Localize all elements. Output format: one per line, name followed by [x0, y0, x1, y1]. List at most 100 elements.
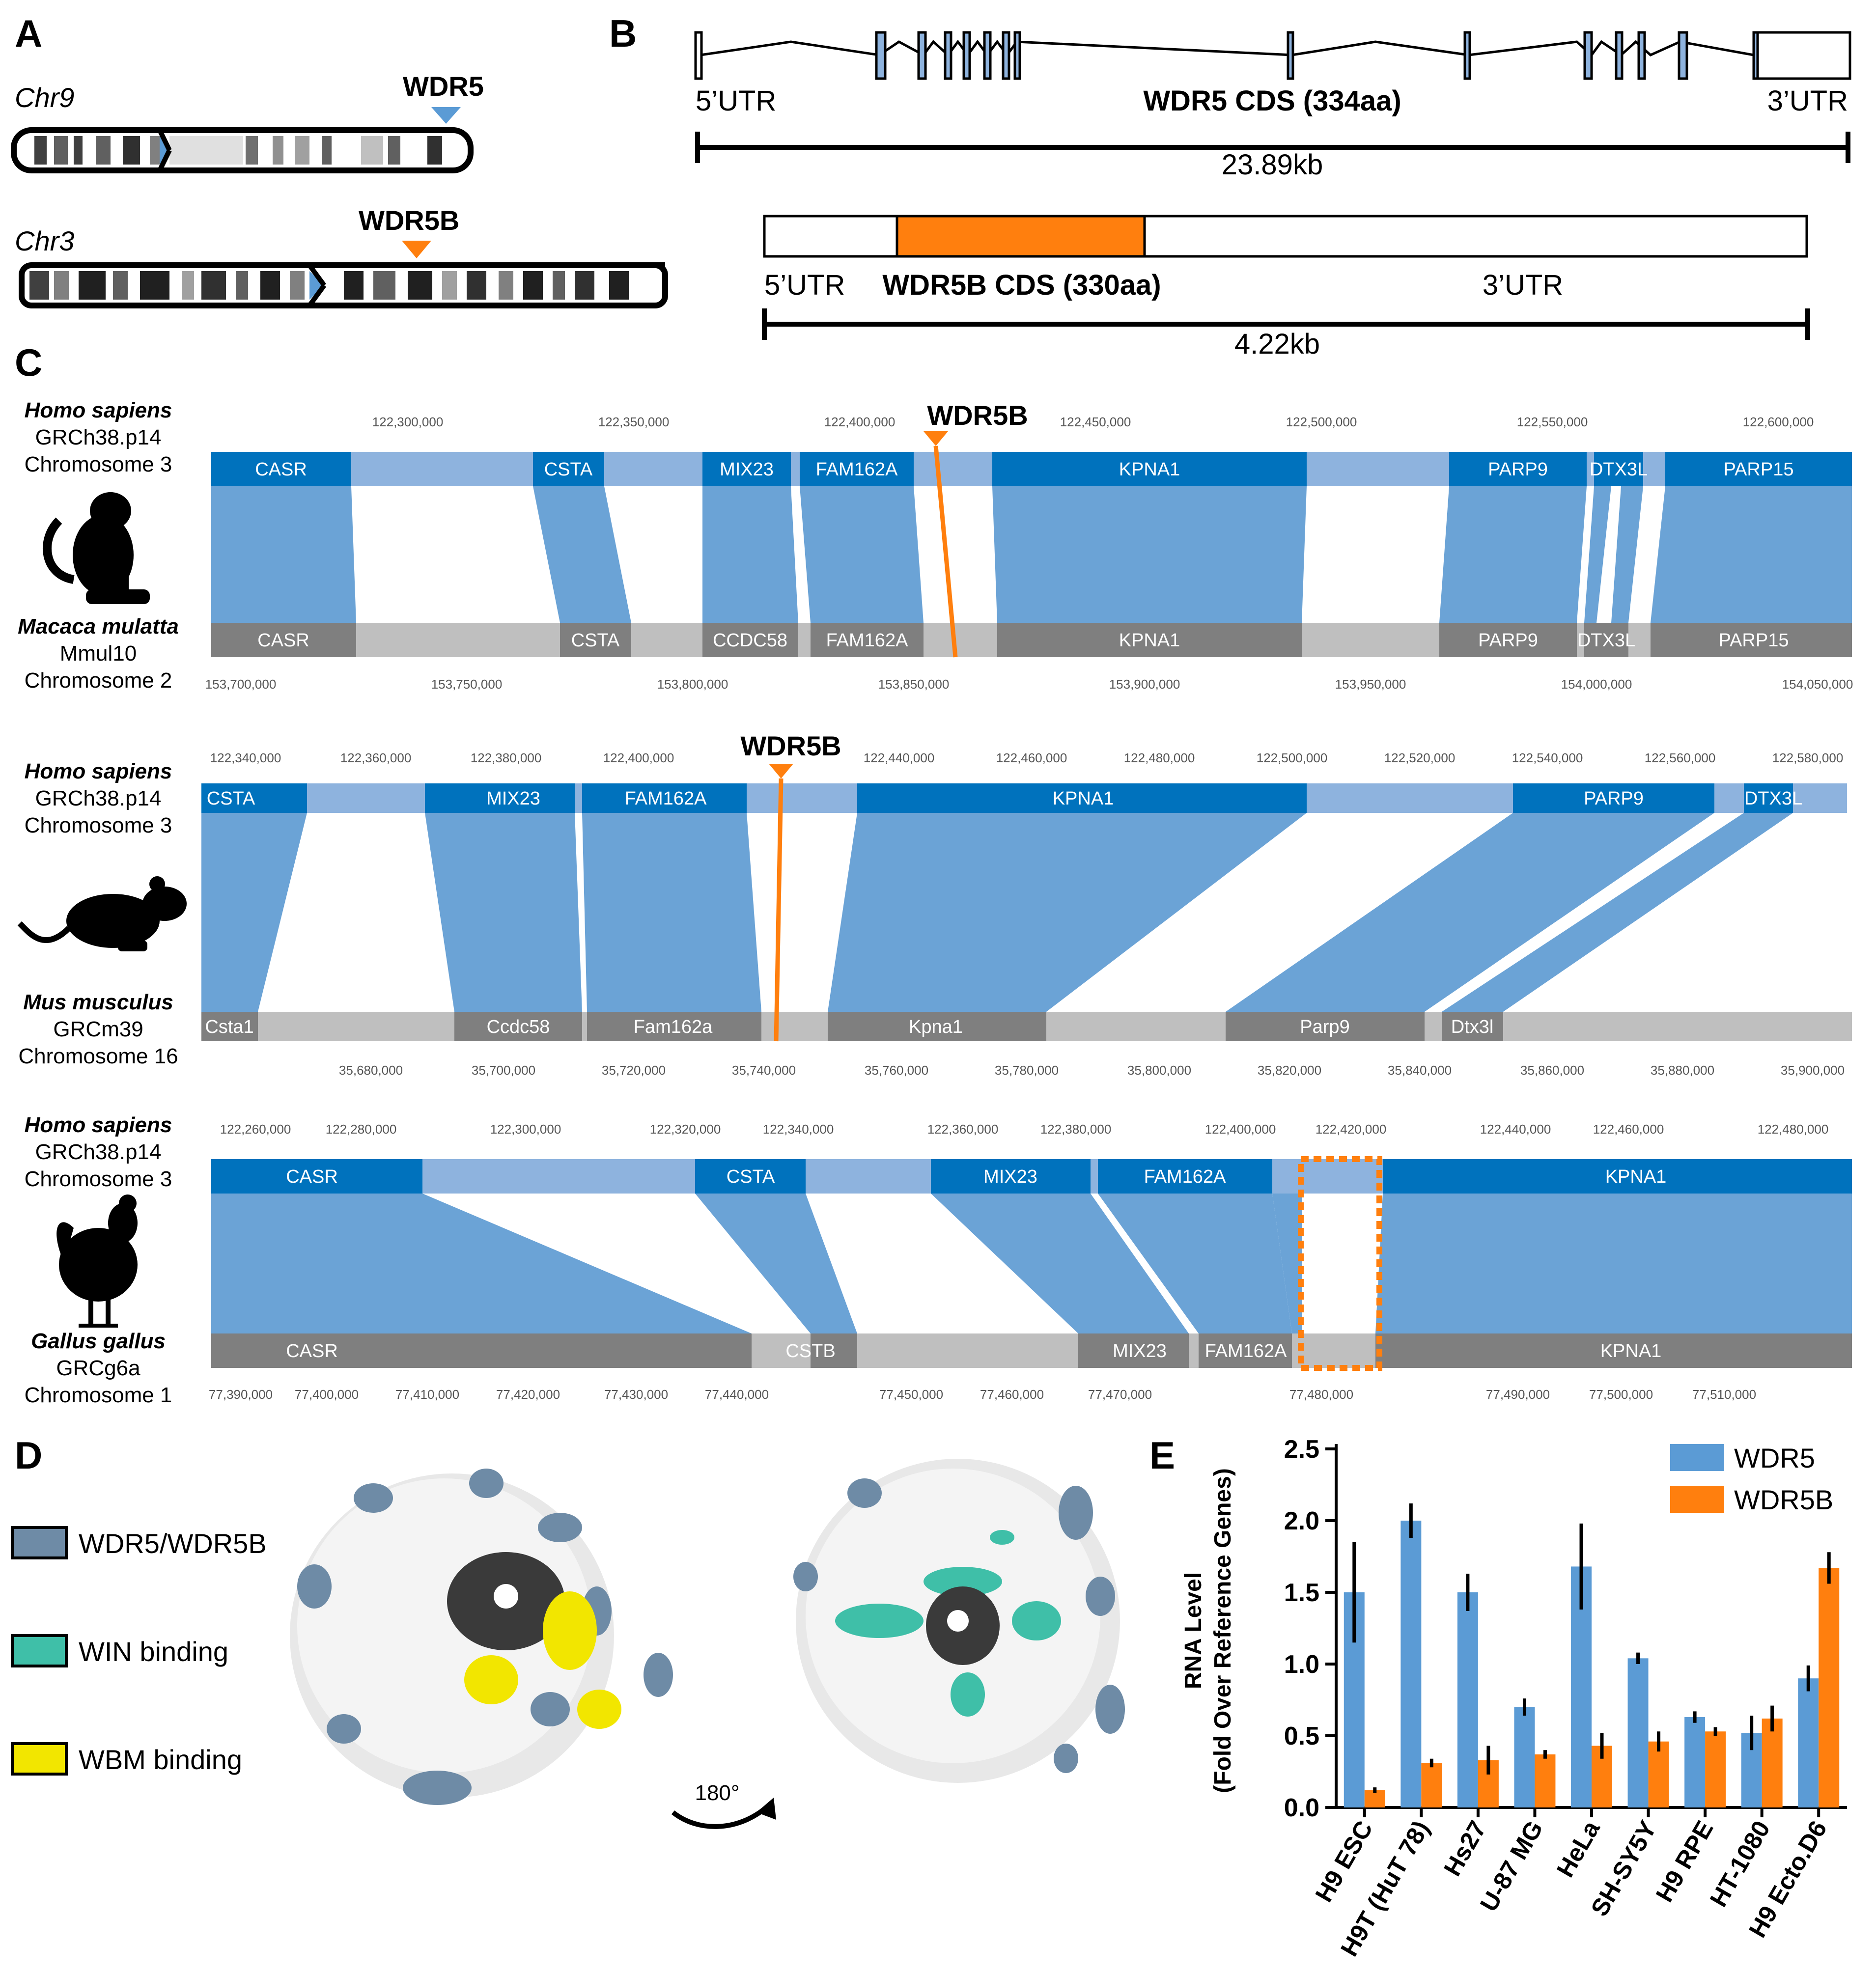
row3-tick-bottom: 77,440,000 — [705, 1387, 769, 1402]
bar-wdr5b — [1762, 1718, 1783, 1807]
row2-tick-bottom: 35,900,000 — [1781, 1063, 1845, 1078]
row2-gene-top: KPNA1 — [1053, 788, 1114, 809]
bar-wdr5 — [1400, 1521, 1422, 1807]
row2-gene-top: MIX23 — [486, 788, 540, 809]
row3-gene-top: KPNA1 — [1605, 1167, 1667, 1187]
wdr5-scale-bar — [695, 132, 1850, 163]
wdr5b-marker-icon — [402, 241, 431, 258]
row3-tick-top: 122,380,000 — [1040, 1122, 1112, 1137]
row1-gene-bottom: FAM162A — [826, 630, 909, 651]
row1-tick-bottom: 153,850,000 — [878, 677, 950, 692]
row1-wdr5b-line — [933, 445, 958, 658]
legend-swatch-conserved — [11, 1526, 68, 1559]
bar-wdr5b — [1819, 1568, 1840, 1807]
panel-a: A Chr9 WDR5 Chr3 WDR5B — [11, 12, 668, 308]
legend-label-conserved: WDR5/WDR5B — [79, 1528, 267, 1559]
row1-chrom-bottom: Chromosome 2 — [25, 668, 172, 693]
row2-wdr5b-label: WDR5B — [740, 730, 841, 761]
row2-assembly-top: GRCh38.p14 — [35, 786, 162, 810]
row1-wdr5b-label: WDR5B — [927, 400, 1028, 431]
row3-tick-top: 122,340,000 — [763, 1122, 834, 1137]
row3-tick-bottom: 77,400,000 — [295, 1387, 359, 1402]
protein-structure-back — [793, 1459, 1125, 1783]
row2-tick-bottom: 35,840,000 — [1388, 1063, 1452, 1078]
row2-tick-top: 122,440,000 — [864, 750, 935, 765]
panel-e-chart: E RNA Level (Fold Over Reference Genes) … — [1149, 1434, 1847, 1961]
row1-tick-bottom: 153,700,000 — [205, 677, 277, 692]
row3-tick-bottom: 77,390,000 — [209, 1387, 273, 1402]
row3-gene-top: FAM162A — [1144, 1167, 1227, 1187]
rotation-label: 180° — [695, 1781, 739, 1805]
row1-macaque-genes — [211, 623, 1852, 657]
panel-label-a: A — [15, 12, 42, 55]
bar-wdr5 — [1514, 1707, 1535, 1807]
row2-tick-top: 122,520,000 — [1384, 750, 1456, 765]
y-tick-label: 1.5 — [1284, 1579, 1319, 1607]
wdr5b-gene-label: WDR5B — [359, 205, 459, 236]
row3-assembly-bottom: GRCg6a — [56, 1356, 140, 1380]
wdr5b-3utr-label: 3’UTR — [1483, 269, 1563, 301]
row2-tick-top: 122,540,000 — [1512, 750, 1583, 765]
row1-tick-top: 122,300,000 — [372, 415, 444, 429]
chicken-silhouette-icon — [56, 1194, 138, 1328]
row2-gene-bottom: Ccdc58 — [487, 1017, 550, 1037]
row2-tick-bottom: 35,720,000 — [602, 1063, 666, 1078]
row2-species-bottom: Mus musculus — [23, 990, 173, 1014]
chr9-label: Chr9 — [15, 82, 74, 113]
row1-tick-top: 122,600,000 — [1743, 415, 1814, 429]
row3-tick-top: 122,440,000 — [1480, 1122, 1551, 1137]
row3-tick-top: 122,320,000 — [650, 1122, 721, 1137]
row2-tick-bottom: 35,860,000 — [1520, 1063, 1584, 1078]
row2-synteny-ribbons — [201, 813, 1793, 1012]
legend-label-wdr5b: WDR5B — [1734, 1484, 1833, 1515]
y-tick-label: 0.5 — [1284, 1722, 1319, 1750]
row3-gene-bottom: KPNA1 — [1600, 1341, 1662, 1361]
row1-tick-top: 122,400,000 — [824, 415, 896, 429]
row1-gene-bottom: CASR — [257, 630, 309, 651]
row2-wdr5b-line — [774, 778, 784, 1042]
panel-label-b: B — [609, 12, 637, 55]
row2-wdr5b-marker-icon — [769, 764, 793, 778]
legend-swatch-wdr5b — [1670, 1486, 1724, 1513]
legend-label-wdr5: WDR5 — [1734, 1443, 1815, 1473]
row3-synteny-ribbons — [211, 1194, 1852, 1333]
chart-error-bars — [1352, 1503, 1831, 1793]
panel-b: B 5’UTR WDR5 CDS (334aa) 3’UTR 23.89kb 5… — [609, 12, 1851, 360]
row1-assembly-top: GRCh38.p14 — [35, 425, 162, 449]
row3-tick-top: 122,400,000 — [1205, 1122, 1276, 1137]
chr3-ideogram — [19, 262, 668, 308]
row2-tick-bottom: 35,760,000 — [865, 1063, 928, 1078]
wdr5b-scale-bar — [762, 308, 1810, 340]
row2-gene-bottom: Csta1 — [205, 1017, 253, 1037]
row1-gene-bottom: PARP9 — [1478, 630, 1538, 651]
bar-wdr5b — [1535, 1754, 1556, 1807]
row2-tick-top: 122,460,000 — [996, 750, 1067, 765]
synteny-row-chicken: Homo sapiens GRCh38.p14 Chromosome 3 Gal… — [25, 1113, 1852, 1407]
row1-tick-top: 122,350,000 — [598, 415, 670, 429]
row3-gene-top: MIX23 — [983, 1167, 1037, 1187]
row1-tick-bottom: 153,950,000 — [1335, 677, 1406, 692]
row3-tick-top: 122,420,000 — [1316, 1122, 1387, 1137]
row3-tick-bottom: 77,460,000 — [980, 1387, 1044, 1402]
row1-gene-top: PARP15 — [1724, 459, 1794, 480]
row2-tick-top: 122,560,000 — [1645, 750, 1716, 765]
row2-tick-bottom: 35,800,000 — [1127, 1063, 1191, 1078]
synteny-row-mouse: Homo sapiens GRCh38.p14 Chromosome 3 Mus… — [17, 730, 1852, 1078]
wdr5b-5utr-label: 5’UTR — [764, 269, 845, 301]
protein-structure-front — [290, 1469, 673, 1805]
row3-missing-wdr5b-box — [1298, 1156, 1382, 1371]
panel-label-d: D — [15, 1434, 42, 1477]
row3-tick-top: 122,260,000 — [220, 1122, 291, 1137]
row2-chrom-bottom: Chromosome 16 — [18, 1044, 178, 1068]
bar-wdr5 — [1798, 1678, 1819, 1807]
row1-species-top: Homo sapiens — [25, 398, 172, 422]
wdr5-3utr-label: 3’UTR — [1767, 85, 1848, 117]
row3-tick-bottom: 77,410,000 — [395, 1387, 459, 1402]
row2-gene-bottom: Fam162a — [634, 1017, 713, 1037]
row3-tick-bottom: 77,430,000 — [604, 1387, 668, 1402]
row3-human-genes — [211, 1159, 1852, 1194]
row1-tick-top: 122,550,000 — [1517, 415, 1588, 429]
row2-tick-bottom: 35,680,000 — [339, 1063, 403, 1078]
